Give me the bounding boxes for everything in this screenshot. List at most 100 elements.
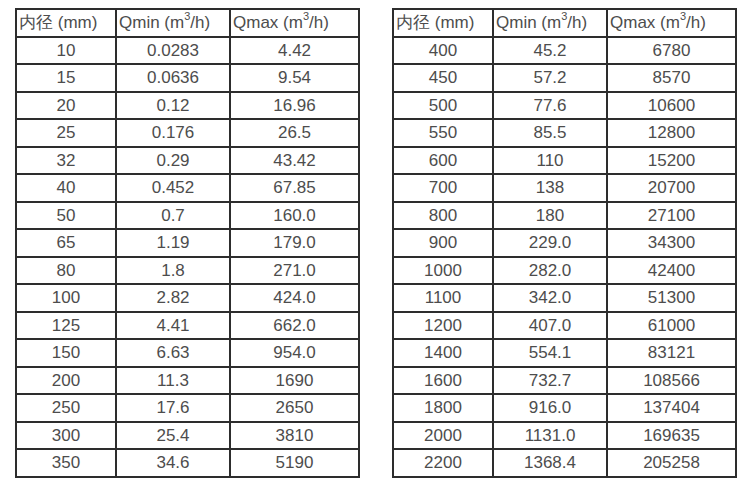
- table-cell: 40: [16, 174, 116, 202]
- table-cell: 16.96: [230, 92, 359, 120]
- table-row: 651.19179.0: [16, 229, 359, 257]
- table-cell: 67.85: [230, 174, 359, 202]
- table-cell: 2000: [393, 422, 493, 450]
- table-cell: 0.0283: [116, 37, 230, 65]
- table-row: 900229.034300: [393, 229, 736, 257]
- table-cell: 1.8: [116, 257, 230, 285]
- table-row: 1800916.0137404: [393, 394, 736, 422]
- table-cell: 205258: [607, 449, 736, 477]
- table-row: 25017.62650: [16, 394, 359, 422]
- table-cell: 1100: [393, 284, 493, 312]
- table-cell: 1.19: [116, 229, 230, 257]
- table-cell: 407.0: [493, 312, 607, 340]
- table-row: 45057.28570: [393, 64, 736, 92]
- table-cell: 1000: [393, 257, 493, 285]
- table-cell: 1600: [393, 367, 493, 395]
- table-cell: 108566: [607, 367, 736, 395]
- header-qmax-suffix: /h): [686, 13, 706, 32]
- table-row: 200.1216.96: [16, 92, 359, 120]
- table-row: 400.45267.85: [16, 174, 359, 202]
- table-cell: 10: [16, 37, 116, 65]
- table-cell: 100: [16, 284, 116, 312]
- table-cell: 180: [493, 202, 607, 230]
- table-cell: 662.0: [230, 312, 359, 340]
- table-row: 500.7160.0: [16, 202, 359, 230]
- table-cell: 150: [16, 339, 116, 367]
- table-cell: 0.452: [116, 174, 230, 202]
- table-cell: 1200: [393, 312, 493, 340]
- header-inner-diameter: 内径 (mm): [393, 9, 493, 37]
- table-row: 80018027100: [393, 202, 736, 230]
- table-cell: 160.0: [230, 202, 359, 230]
- table-header-row: 内径 (mm) Qmin (m3/h) Qmax (m3/h): [16, 9, 359, 37]
- table-cell: 50: [16, 202, 116, 230]
- table-cell: 500: [393, 92, 493, 120]
- table-header-row: 内径 (mm) Qmin (m3/h) Qmax (m3/h): [393, 9, 736, 37]
- table-cell: 25.4: [116, 422, 230, 450]
- table-cell: 229.0: [493, 229, 607, 257]
- table-row: 150.06369.54: [16, 64, 359, 92]
- table-cell: 350: [16, 449, 116, 477]
- header-qmin-superscript: 3: [184, 10, 190, 22]
- table-cell: 550: [393, 119, 493, 147]
- header-qmax-suffix: /h): [309, 13, 329, 32]
- table-row: 250.17626.5: [16, 119, 359, 147]
- table-cell: 0.0636: [116, 64, 230, 92]
- table-cell: 8570: [607, 64, 736, 92]
- table-cell: 77.6: [493, 92, 607, 120]
- table-cell: 11.3: [116, 367, 230, 395]
- header-qmin: Qmin (m3/h): [493, 9, 607, 37]
- header-qmax-superscript: 3: [680, 10, 686, 22]
- table-row: 30025.43810: [16, 422, 359, 450]
- table-cell: 1800: [393, 394, 493, 422]
- table-cell: 2200: [393, 449, 493, 477]
- table-row: 40045.26780: [393, 37, 736, 65]
- table-cell: 1368.4: [493, 449, 607, 477]
- table-cell: 1690: [230, 367, 359, 395]
- table-cell: 179.0: [230, 229, 359, 257]
- table-row: 35034.65190: [16, 449, 359, 477]
- table-cell: 125: [16, 312, 116, 340]
- table-cell: 400: [393, 37, 493, 65]
- table-row: 1506.63954.0: [16, 339, 359, 367]
- table-cell: 15200: [607, 147, 736, 175]
- table-cell: 4.41: [116, 312, 230, 340]
- table-cell: 80: [16, 257, 116, 285]
- table-cell: 2650: [230, 394, 359, 422]
- table-cell: 83121: [607, 339, 736, 367]
- table-row: 20001131.0169635: [393, 422, 736, 450]
- table-row: 60011015200: [393, 147, 736, 175]
- table-cell: 0.12: [116, 92, 230, 120]
- table-cell: 200: [16, 367, 116, 395]
- table-cell: 57.2: [493, 64, 607, 92]
- table-cell: 5190: [230, 449, 359, 477]
- flow-table-large-diameters: 内径 (mm) Qmin (m3/h) Qmax (m3/h) 40045.26…: [392, 8, 737, 478]
- header-qmin: Qmin (m3/h): [116, 9, 230, 37]
- table-cell: 27100: [607, 202, 736, 230]
- table-row: 1400554.183121: [393, 339, 736, 367]
- table-cell: 554.1: [493, 339, 607, 367]
- table-cell: 271.0: [230, 257, 359, 285]
- table-cell: 342.0: [493, 284, 607, 312]
- table-cell: 137404: [607, 394, 736, 422]
- table-cell: 138: [493, 174, 607, 202]
- table-row: 1100342.051300: [393, 284, 736, 312]
- table-cell: 900: [393, 229, 493, 257]
- table-cell: 2.82: [116, 284, 230, 312]
- table-cell: 65: [16, 229, 116, 257]
- table-cell: 424.0: [230, 284, 359, 312]
- header-qmin-suffix: /h): [567, 13, 587, 32]
- table-row: 1200407.061000: [393, 312, 736, 340]
- header-qmax: Qmax (m3/h): [230, 9, 359, 37]
- header-inner-diameter: 内径 (mm): [16, 9, 116, 37]
- table-cell: 10600: [607, 92, 736, 120]
- header-inner-diameter-label: 内径 (mm): [19, 13, 97, 32]
- table-cell: 282.0: [493, 257, 607, 285]
- header-inner-diameter-label: 内径 (mm): [396, 13, 474, 32]
- table-cell: 34.6: [116, 449, 230, 477]
- header-qmin-superscript: 3: [561, 10, 567, 22]
- table-cell: 700: [393, 174, 493, 202]
- table-cell: 169635: [607, 422, 736, 450]
- flow-rate-spec-page: 内径 (mm) Qmin (m3/h) Qmax (m3/h) 100.0283…: [0, 0, 750, 483]
- table-cell: 85.5: [493, 119, 607, 147]
